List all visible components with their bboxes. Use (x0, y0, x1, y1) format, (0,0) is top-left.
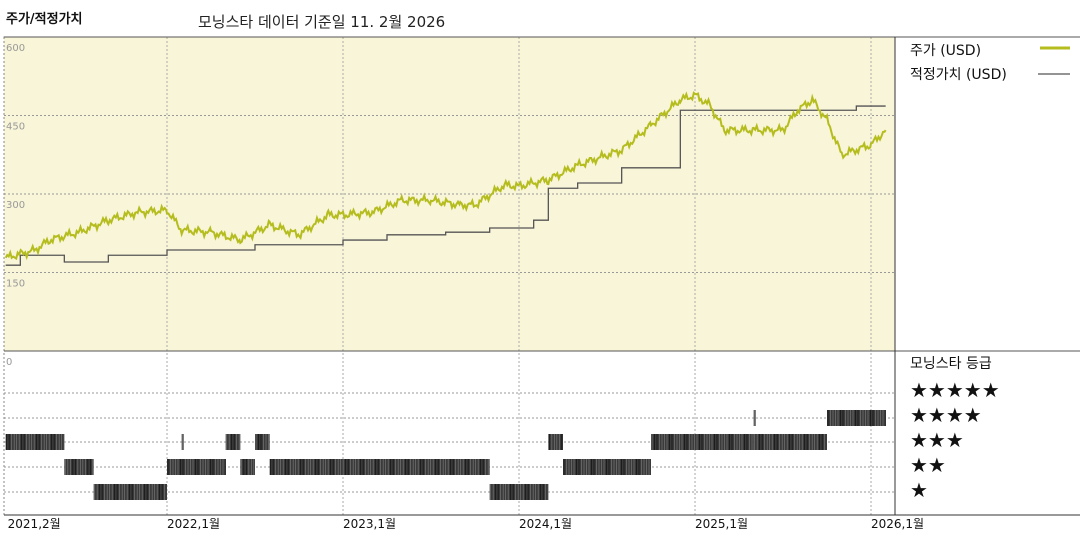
y-tick-label: 300 (6, 200, 25, 211)
rating-segment (240, 459, 255, 475)
legend-fair-value: 적정가치 (USD) (910, 67, 1007, 83)
rating-bar (167, 459, 226, 475)
fair-value-line (5, 105, 886, 266)
stars-3: ★★★ (910, 428, 964, 452)
rating-bar (64, 459, 94, 475)
rating-segment (548, 434, 563, 450)
stars-4: ★★★★ (910, 403, 982, 427)
rating-bar (255, 434, 270, 450)
rating-bar (5, 434, 65, 450)
rating-segment (753, 410, 756, 426)
x-tick-label: 2021,2월 (8, 517, 61, 531)
y-tick-label: 450 (6, 122, 25, 133)
x-tick-label: 2026,1월 (871, 517, 924, 531)
x-tick-label: 2025,1월 (695, 517, 748, 531)
rating-segment (64, 459, 94, 475)
legend-price: 주가 (USD) (910, 43, 982, 59)
stars-1: ★ (910, 478, 928, 502)
rating-segment (225, 434, 241, 450)
rating-segment (651, 434, 754, 450)
x-tick-label: 2024,1월 (519, 517, 572, 531)
rating-segment (269, 459, 490, 475)
price-line (4, 91, 887, 261)
y-tick-label: 600 (6, 43, 25, 54)
rating-segment (563, 459, 651, 475)
rating-segment (255, 434, 270, 450)
y-tick-label: 0 (6, 357, 12, 368)
section-title: 주가/적정가치 (6, 12, 83, 27)
stars-2: ★★ (910, 453, 946, 477)
y-tick-label: 150 (6, 279, 25, 290)
rating-segment (827, 410, 886, 426)
x-tick-label: 2022,1월 (167, 517, 220, 531)
rating-bar (489, 484, 549, 500)
rating-segment (167, 459, 226, 475)
rating-bar (240, 459, 255, 475)
data-date: 모닝스타 데이터 기준일 11. 2월 2026 (198, 13, 446, 31)
stars-5: ★★★★★ (910, 378, 1000, 402)
rating-segment (489, 484, 549, 500)
rating-bar (827, 410, 886, 426)
rating-bar (548, 434, 563, 450)
rating-segment (753, 434, 827, 450)
rating-bar (269, 459, 490, 475)
rating-segment (93, 484, 167, 500)
rating-bar (225, 434, 241, 450)
rating-segment (181, 434, 184, 450)
x-tick-label: 2023,1월 (343, 517, 396, 531)
rating-segment (5, 434, 65, 450)
rating-title: 모닝스타 등급 (910, 356, 992, 372)
